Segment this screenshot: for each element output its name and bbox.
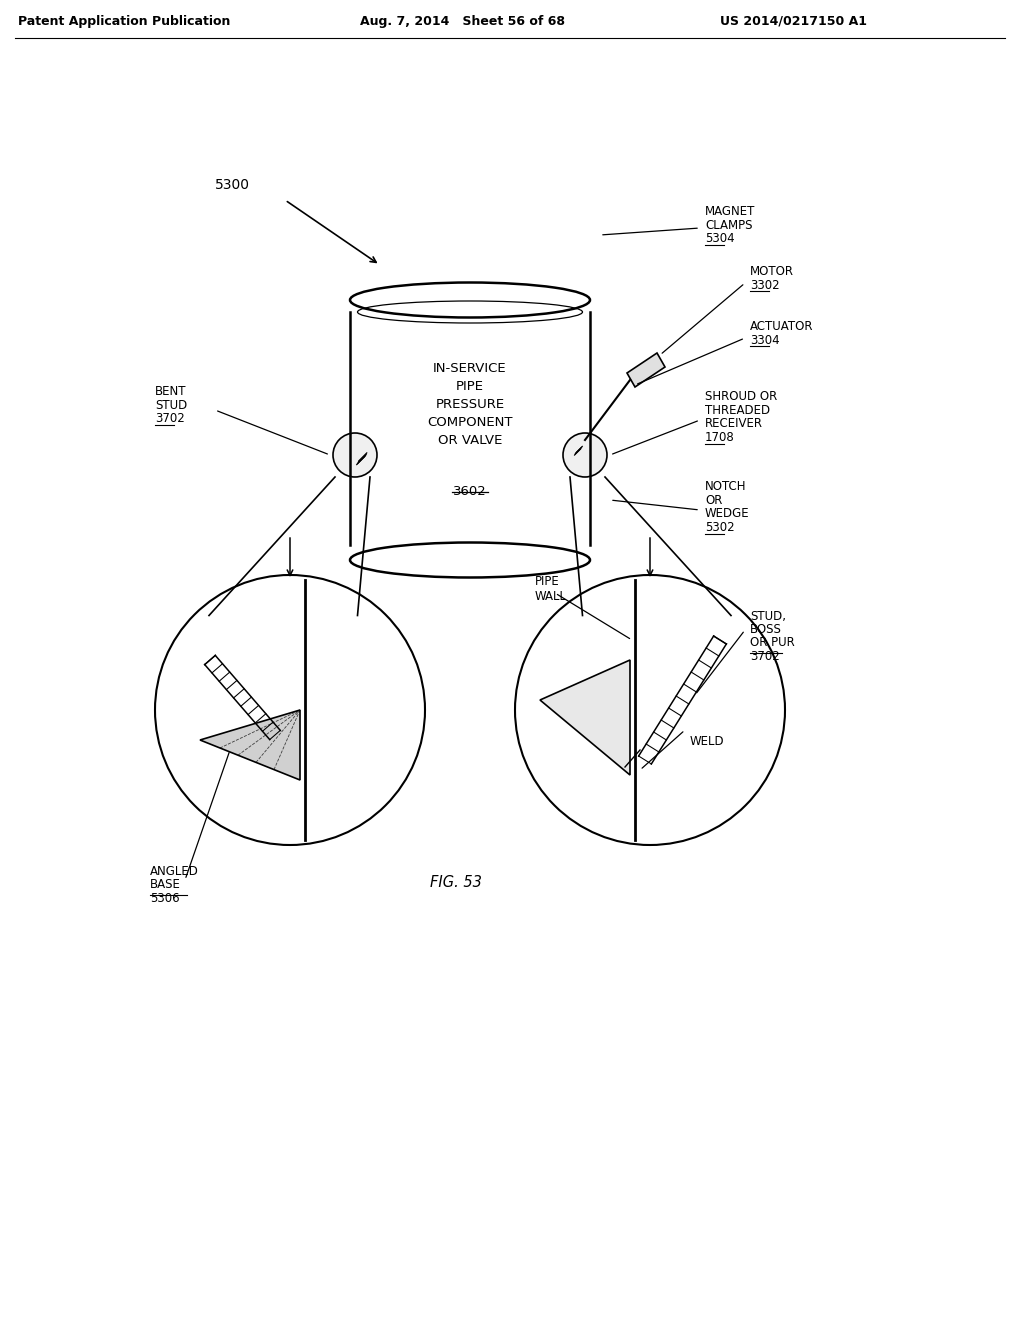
Circle shape (563, 433, 607, 477)
Text: STUD: STUD (155, 399, 187, 412)
Text: MAGNET: MAGNET (705, 205, 756, 218)
Text: FIG. 53: FIG. 53 (430, 875, 482, 890)
Text: STUD,: STUD, (750, 610, 786, 623)
Text: 5300: 5300 (215, 178, 250, 191)
Text: BENT: BENT (155, 385, 186, 399)
Text: BASE: BASE (150, 878, 181, 891)
Text: WEDGE: WEDGE (705, 507, 750, 520)
Text: 5302: 5302 (705, 521, 734, 533)
Text: US 2014/0217150 A1: US 2014/0217150 A1 (720, 15, 867, 28)
Text: WALL: WALL (535, 590, 567, 603)
Text: Aug. 7, 2014   Sheet 56 of 68: Aug. 7, 2014 Sheet 56 of 68 (360, 15, 565, 28)
Text: SHROUD OR: SHROUD OR (705, 389, 777, 403)
Text: OR: OR (705, 494, 722, 507)
Text: IN-SERVICE
PIPE
PRESSURE
COMPONENT
OR VALVE: IN-SERVICE PIPE PRESSURE COMPONENT OR VA… (427, 363, 513, 447)
Text: MOTOR: MOTOR (750, 265, 794, 279)
Polygon shape (540, 660, 630, 775)
Polygon shape (627, 352, 665, 387)
Text: 3702: 3702 (750, 649, 779, 663)
Text: 5304: 5304 (705, 232, 734, 246)
Text: 3602: 3602 (454, 484, 486, 498)
Text: NOTCH: NOTCH (705, 480, 746, 492)
Text: ANGLED: ANGLED (150, 865, 199, 878)
Polygon shape (200, 710, 300, 780)
Text: BOSS: BOSS (750, 623, 782, 636)
Text: OR PUR: OR PUR (750, 636, 795, 649)
Text: WELD: WELD (690, 735, 725, 748)
Text: ACTUATOR: ACTUATOR (750, 319, 813, 333)
Text: PIPE: PIPE (535, 576, 560, 587)
Text: 3304: 3304 (750, 334, 779, 347)
Text: CLAMPS: CLAMPS (705, 219, 753, 231)
Circle shape (333, 433, 377, 477)
Text: 5306: 5306 (150, 892, 179, 906)
Text: THREADED: THREADED (705, 404, 770, 417)
Text: 3702: 3702 (155, 412, 184, 425)
Text: Patent Application Publication: Patent Application Publication (18, 15, 230, 28)
Text: 3302: 3302 (750, 279, 779, 292)
Text: 1708: 1708 (705, 430, 735, 444)
Text: RECEIVER: RECEIVER (705, 417, 763, 430)
